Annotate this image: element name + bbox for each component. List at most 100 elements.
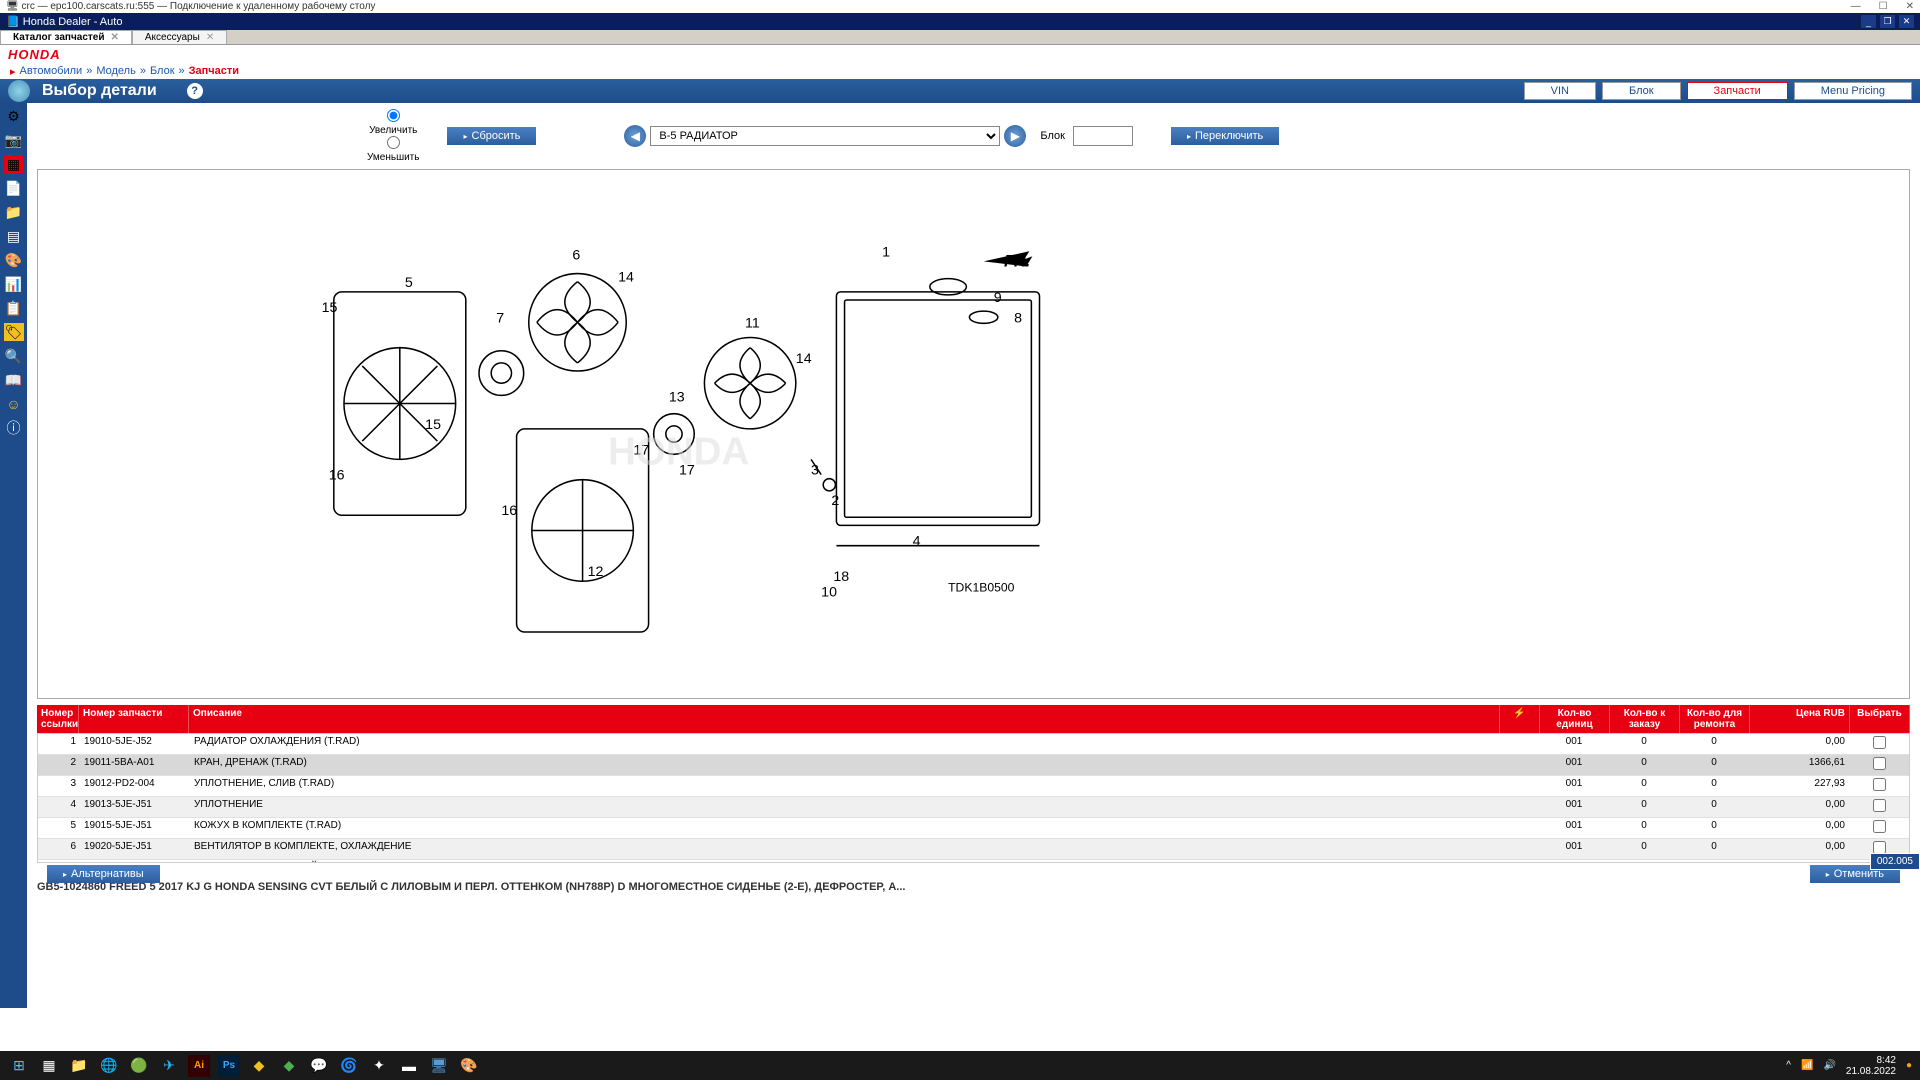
th-qty-order[interactable]: Кол-во к заказу bbox=[1610, 705, 1680, 733]
arrow-icon: ▸ bbox=[463, 132, 467, 141]
rdp-icon[interactable]: 🖥 bbox=[428, 1055, 450, 1077]
tray-chevron-icon[interactable]: ^ bbox=[1786, 1060, 1791, 1071]
next-button[interactable]: ▶ bbox=[1004, 125, 1026, 147]
close-icon[interactable]: ✕ bbox=[1906, 1, 1914, 12]
cell-qty-order: 0 bbox=[1609, 755, 1679, 775]
volume-icon[interactable]: 🔊 bbox=[1823, 1060, 1835, 1071]
th-select[interactable]: Выбрать bbox=[1850, 705, 1910, 733]
list-icon[interactable]: ▦ bbox=[4, 155, 24, 173]
taskbar: ⊞ ▦ 📁 🌐 🟢 ✈ Ai Ps ◆ ◆ 💬 🌀 ✦ ▬ 🖥 🎨 ^ 📶 🔊 … bbox=[0, 1051, 1920, 1080]
start-icon[interactable]: ⊞ bbox=[8, 1055, 30, 1077]
tab-accessories[interactable]: Аксессуары ✕ bbox=[132, 30, 227, 44]
chrome-icon[interactable]: 🌐 bbox=[98, 1055, 120, 1077]
telegram-icon[interactable]: ✈ bbox=[158, 1055, 180, 1077]
app-icon[interactable]: ◆ bbox=[248, 1055, 270, 1077]
nav-vin[interactable]: VIN bbox=[1524, 82, 1596, 100]
table-row[interactable]: 419013-5JE-J51УПЛОТНЕНИЕ001000,00 bbox=[38, 797, 1909, 818]
tab-close-icon[interactable]: ✕ bbox=[111, 32, 119, 43]
info-icon[interactable]: ⓘ bbox=[4, 419, 24, 437]
bc-block[interactable]: Блок bbox=[150, 65, 175, 77]
th-icon: ⚡ bbox=[1500, 705, 1540, 733]
tool-icon[interactable]: ⚙ bbox=[4, 107, 24, 125]
th-qty-unit[interactable]: Кол-во единиц bbox=[1540, 705, 1610, 733]
cell-ref: 2 bbox=[38, 755, 80, 775]
photoshop-icon[interactable]: Ps bbox=[218, 1055, 240, 1077]
app-icon[interactable]: ▬ bbox=[398, 1055, 420, 1077]
flag-icon[interactable]: 🏷 bbox=[4, 323, 24, 341]
bc-model[interactable]: Модель bbox=[96, 65, 135, 77]
app-icon[interactable]: ◆ bbox=[278, 1055, 300, 1077]
switch-label: Переключить bbox=[1195, 130, 1263, 142]
app-icon[interactable]: 🟢 bbox=[128, 1055, 150, 1077]
row-checkbox[interactable] bbox=[1873, 799, 1886, 812]
nav-menu-pricing[interactable]: Menu Pricing bbox=[1794, 82, 1912, 100]
paint-icon[interactable]: 🎨 bbox=[458, 1055, 480, 1077]
rdp-titlebar: 📘 Honda Dealer - Auto _ ❐ ✕ bbox=[0, 13, 1920, 30]
block-select[interactable]: B-5 РАДИАТОР bbox=[650, 126, 1000, 146]
tab-catalog[interactable]: Каталог запчастей ✕ bbox=[0, 30, 132, 44]
tab-close-icon[interactable]: ✕ bbox=[206, 32, 214, 43]
app-icon[interactable]: ✦ bbox=[368, 1055, 390, 1077]
note-icon[interactable]: 📋 bbox=[4, 299, 24, 317]
nav-block[interactable]: Блок bbox=[1602, 82, 1681, 100]
alternatives-button[interactable]: ▸Альтернативы bbox=[47, 865, 160, 883]
rdp-minimize-icon[interactable]: _ bbox=[1861, 15, 1876, 28]
prev-button[interactable]: ◀ bbox=[624, 125, 646, 147]
row-checkbox[interactable] bbox=[1873, 778, 1886, 791]
reset-button[interactable]: ▸Сбросить bbox=[447, 127, 536, 145]
table-row[interactable]: 719030-5R3-H01МОТОР, ОХЛАЖДАЮЩИЙ ВЕНТИЛЯ… bbox=[38, 860, 1909, 863]
table-row[interactable]: 119010-5JE-J52РАДИАТОР ОХЛАЖДЕНИЯ (T.RAD… bbox=[38, 734, 1909, 755]
switch-button[interactable]: ▸ Переключить bbox=[1171, 127, 1279, 145]
search-icon[interactable]: 🔍 bbox=[4, 347, 24, 365]
th-pn[interactable]: Номер запчасти bbox=[79, 705, 189, 733]
row-checkbox[interactable] bbox=[1873, 757, 1886, 770]
help-icon[interactable]: ? bbox=[187, 83, 203, 99]
cell-desc: КРАН, ДРЕНАЖ (T.RAD) bbox=[190, 755, 1499, 775]
row-checkbox[interactable] bbox=[1873, 736, 1886, 749]
bc-vehicles[interactable]: Автомобили bbox=[20, 65, 83, 77]
th-ref[interactable]: Номер ссылки bbox=[37, 705, 79, 733]
minimize-icon[interactable]: — bbox=[1851, 1, 1861, 12]
nav-parts[interactable]: Запчасти bbox=[1687, 82, 1788, 100]
chart-icon[interactable]: 📊 bbox=[4, 275, 24, 293]
th-desc[interactable]: Описание bbox=[189, 705, 1500, 733]
th-qty-repair[interactable]: Кол-во для ремонта bbox=[1680, 705, 1750, 733]
table-row[interactable]: 519015-5JE-J51КОЖУХ В КОМПЛЕКТЕ (T.RAD)0… bbox=[38, 818, 1909, 839]
taskview-icon[interactable]: ▦ bbox=[38, 1055, 60, 1077]
cell-qty-repair: 0 bbox=[1679, 818, 1749, 838]
zoom-out-radio[interactable] bbox=[387, 136, 400, 149]
rdp-close-icon[interactable]: ✕ bbox=[1899, 15, 1914, 28]
table-row[interactable]: 619020-5JE-J51ВЕНТИЛЯТОР В КОМПЛЕКТЕ, ОХ… bbox=[38, 839, 1909, 860]
edge-icon[interactable]: 🌀 bbox=[338, 1055, 360, 1077]
table-header: Номер ссылки Номер запчасти Описание ⚡ К… bbox=[37, 705, 1910, 733]
zoom-in-radio[interactable] bbox=[387, 109, 400, 122]
notif-icon[interactable]: ● bbox=[1906, 1060, 1912, 1071]
maximize-icon[interactable]: ☐ bbox=[1879, 1, 1888, 12]
doc-icon[interactable]: 📄 bbox=[4, 179, 24, 197]
callout: 11 bbox=[745, 315, 760, 331]
camera-icon[interactable]: 📷 bbox=[4, 131, 24, 149]
arrow-icon: ▸ bbox=[1187, 132, 1191, 141]
rdp-restore-icon[interactable]: ❐ bbox=[1880, 15, 1895, 28]
cell-qty-unit: 001 bbox=[1539, 755, 1609, 775]
diagram-viewer[interactable]: 5 15 16 7 15 bbox=[37, 169, 1910, 699]
smile-icon[interactable]: ☺ bbox=[4, 395, 24, 413]
table-row[interactable]: 319012-PD2-004УПЛОТНЕНИЕ, СЛИВ (T.RAD)00… bbox=[38, 776, 1909, 797]
book-icon[interactable]: 📖 bbox=[4, 371, 24, 389]
callout: 6 bbox=[572, 247, 580, 263]
table-body[interactable]: 119010-5JE-J52РАДИАТОР ОХЛАЖДЕНИЯ (T.RAD… bbox=[37, 733, 1910, 863]
table-icon[interactable]: ▤ bbox=[4, 227, 24, 245]
wifi-icon[interactable]: 📶 bbox=[1801, 1060, 1813, 1071]
table-row[interactable]: 219011-5BA-A01КРАН, ДРЕНАЖ (T.RAD)001001… bbox=[38, 755, 1909, 776]
paint-icon[interactable]: 🎨 bbox=[4, 251, 24, 269]
th-price[interactable]: Цена RUB bbox=[1750, 705, 1850, 733]
clock[interactable]: 8:42 21.08.2022 bbox=[1846, 1055, 1896, 1077]
callout: 4 bbox=[913, 534, 921, 550]
block-input[interactable] bbox=[1073, 126, 1133, 146]
explorer-icon[interactable]: 📁 bbox=[68, 1055, 90, 1077]
folder-icon[interactable]: 📁 bbox=[4, 203, 24, 221]
illustrator-icon[interactable]: Ai bbox=[188, 1055, 210, 1077]
whatsapp-icon[interactable]: 💬 bbox=[308, 1055, 330, 1077]
cell-qty-order: 0 bbox=[1609, 839, 1679, 859]
row-checkbox[interactable] bbox=[1873, 820, 1886, 833]
